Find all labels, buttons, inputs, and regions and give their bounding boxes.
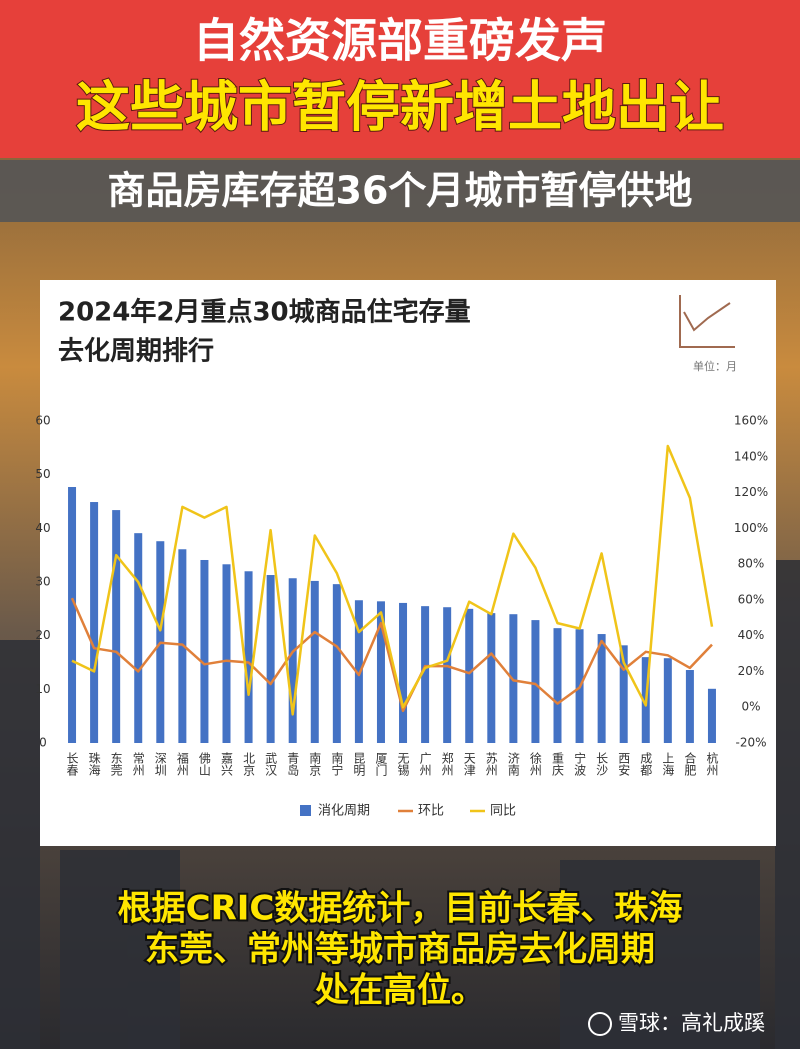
x-tick-label: 青岛 [286,752,300,777]
x-tick-label: 重庆 [551,752,565,776]
y-tick-label: 10 [35,682,50,696]
bar [597,634,606,743]
x-tick-label: 成都 [639,752,653,776]
x-tick-label: 佛山 [197,752,211,776]
caption: 处在高位。 [314,971,485,1011]
x-tick-label: 长沙 [595,752,609,776]
y2-tick-label: 100% [734,521,768,535]
bar [354,600,363,743]
legend-label: 环比 [418,804,444,819]
y-tick-label: 40 [35,521,50,535]
x-tick-label: 长春 [65,752,79,777]
chart-title: 2024年2月重点30城商品住宅存量 [58,297,471,328]
x-tick-label: 苏州 [484,752,498,776]
bar [112,510,121,743]
bar [465,608,474,743]
x-tick-label: 北京 [242,752,256,777]
bar [685,670,694,743]
x-tick-label: 福州 [175,751,189,776]
bar [222,564,231,743]
caption: 东莞、常州等城市商品房去化周期 [145,930,655,970]
x-tick-label: 南宁 [330,751,344,776]
legend-label: 同比 [490,804,516,819]
bar [266,575,275,743]
y-tick-label: 60 [35,414,50,428]
y2-tick-label: 60% [738,592,765,606]
x-tick-label: 南京 [308,751,322,777]
unit-label: 单位：月 [693,359,737,373]
bar [68,487,77,743]
subheadline-band [0,160,800,222]
bar [553,628,562,743]
y2-tick-label: -20% [735,736,766,750]
bar [487,613,496,743]
bar [531,620,540,743]
x-tick-label: 杭州 [705,751,719,776]
bar [90,502,99,743]
y-tick-label: 0 [39,736,47,750]
bar [288,578,297,743]
bar [421,606,430,743]
chart-icon [679,295,735,348]
y2-tick-label: 120% [734,485,768,499]
x-tick-label: 济南 [506,751,520,776]
x-tick-label: 广州 [418,752,432,776]
x-tick-label: 武汉 [264,752,278,776]
x-tick-label: 合肥 [683,751,697,776]
bar [443,607,452,743]
subheadline: 商品房库存超36个月城市暂停供地 [108,169,693,213]
x-tick-label: 天津 [462,752,476,776]
bar [663,658,672,743]
caption: 根据CRIC数据统计，目前长春、珠海 [118,889,683,929]
bar [619,645,628,743]
x-tick-label: 西安 [617,752,631,776]
x-tick-label: 东莞 [109,752,123,777]
x-tick-label: 昆明 [352,752,366,777]
line [70,597,713,713]
x-tick-label: 嘉兴 [220,752,234,776]
headline: 自然资源部重磅发声 [193,14,607,68]
headline: 这些城市暂停新增土地出让 [76,76,724,139]
x-tick-label: 徐州 [528,751,542,776]
x-tick-label: 深圳 [153,752,167,776]
y-tick-label: 30 [35,575,50,589]
bar [707,688,716,743]
y2-tick-label: 20% [738,664,765,678]
y2-tick-label: 140% [734,449,768,463]
header-band [0,0,800,158]
y2-tick-label: 80% [738,557,765,571]
x-tick-label: 厦门 [374,752,388,776]
bar [310,580,319,743]
watermark: 雪球：高礼成蹊 [618,1011,765,1035]
chart-title: 去化周期排行 [58,336,214,367]
y-tick-label: 50 [35,467,50,481]
y2-tick-label: 160% [734,414,768,428]
x-tick-label: 珠海 [87,752,101,776]
y2-tick-label: 0% [741,700,760,714]
buildings [0,560,800,1049]
bar [134,533,143,743]
legend-label: 消化周期 [318,804,370,819]
x-tick-label: 宁波 [573,751,587,777]
bar [376,601,385,743]
y2-tick-label: 40% [738,628,765,642]
x-tick-label: 常州 [131,752,145,776]
bar [399,602,408,743]
line [71,444,714,716]
x-tick-label: 上海 [661,752,675,776]
x-tick-label: 无锡 [396,752,410,777]
legend-swatch [300,805,311,816]
bar [332,584,341,743]
watermark-logo [588,1012,612,1036]
x-tick-label: 郑州 [440,751,454,776]
y-tick-label: 20 [35,628,50,642]
bar [244,571,253,743]
bar [200,559,209,743]
